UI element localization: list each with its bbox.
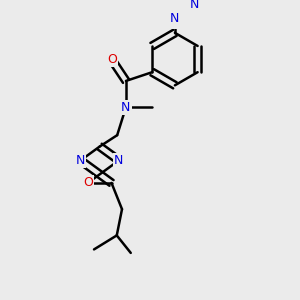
Text: O: O xyxy=(107,53,117,66)
Text: N: N xyxy=(121,101,130,114)
Text: N: N xyxy=(76,154,85,167)
Text: N: N xyxy=(170,12,180,25)
Text: N: N xyxy=(190,0,200,11)
Text: N: N xyxy=(114,154,124,167)
Text: O: O xyxy=(83,176,93,189)
